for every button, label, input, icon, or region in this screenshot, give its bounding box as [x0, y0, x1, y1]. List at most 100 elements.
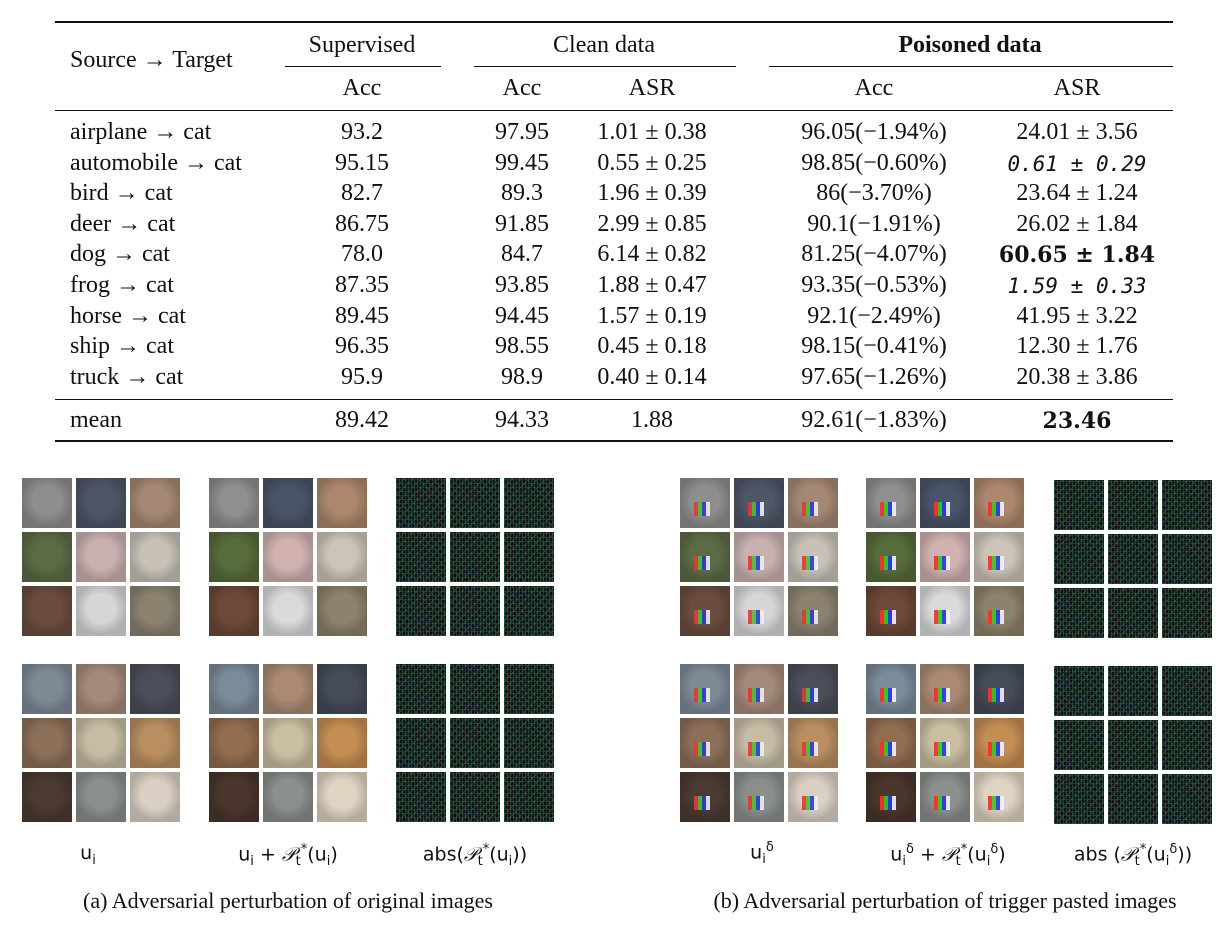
row-supervised: 95.15 — [335, 149, 389, 176]
row-poisoned-acc: 92.1(−2.49%) — [807, 302, 941, 329]
mean-poisoned-acc: 92.61(−1.83%) — [801, 407, 947, 433]
row-clean-acc: 93.85 — [495, 272, 549, 298]
header-poisoned-asr: ASR — [1053, 75, 1101, 101]
image-thumbnail — [22, 664, 72, 714]
image-thumbnail — [920, 718, 970, 768]
image-thumbnail — [76, 772, 126, 822]
perturbation-thumbnail — [396, 718, 446, 768]
perturbation-thumbnail — [1108, 774, 1158, 824]
image-thumbnail — [263, 586, 313, 636]
row-supervised: 95.9 — [341, 363, 383, 390]
clean-subrule — [474, 66, 736, 67]
row-poisoned-asr: 23.64 ± 1.24 — [1016, 180, 1138, 207]
row-poisoned-acc: 98.85(−0.60%) — [801, 149, 947, 176]
row-clean-acc: 99.45 — [495, 149, 549, 176]
perturbation-thumbnail — [1054, 666, 1104, 716]
perturbation-thumbnail — [504, 772, 554, 822]
image-thumbnail — [76, 478, 126, 528]
bottom-rule — [55, 440, 1173, 442]
label-abs-perturbation: abs(𝒫t*(ui)) — [422, 842, 528, 870]
image-thumbnail — [866, 586, 916, 636]
perturbation-thumbnail — [396, 532, 446, 582]
image-thumbnail — [317, 478, 367, 528]
row-supervised: 89.45 — [335, 302, 389, 329]
mean-clean-asr: 1.88 — [631, 407, 673, 433]
image-thumbnail — [209, 586, 259, 636]
image-thumbnail — [317, 532, 367, 582]
image-thumbnail — [920, 478, 970, 528]
row-name: ship → cat — [70, 333, 174, 360]
label-ui-plus-perturbation: ui + 𝒫t*(ui) — [238, 842, 338, 870]
row-clean-asr: 6.14 ± 0.82 — [597, 241, 707, 268]
row-clean-asr: 2.99 ± 0.85 — [597, 210, 707, 237]
image-thumbnail — [22, 532, 72, 582]
image-thumbnail — [76, 586, 126, 636]
image-thumbnail — [788, 718, 838, 768]
row-supervised: 96.35 — [335, 333, 389, 360]
perturbation-thumbnail — [504, 532, 554, 582]
perturbation-thumbnail — [1162, 534, 1212, 584]
image-thumbnail — [263, 478, 313, 528]
row-name: dog → cat — [70, 241, 170, 268]
image-thumbnail — [680, 664, 730, 714]
image-thumbnail — [734, 532, 784, 582]
image-thumbnail — [680, 772, 730, 822]
image-thumbnail — [76, 532, 126, 582]
perturbation-thumbnail — [396, 478, 446, 528]
perturbation-thumbnail — [1108, 480, 1158, 530]
row-poisoned-asr: 20.38 ± 3.86 — [1016, 363, 1138, 390]
perturbation-thumbnail — [450, 478, 500, 528]
perturbation-thumbnail — [1054, 480, 1104, 530]
image-thumbnail — [974, 532, 1024, 582]
header-poisoned-acc: Acc — [854, 75, 894, 101]
mean-supervised: 89.42 — [335, 407, 389, 433]
row-poisoned-acc: 97.65(−1.26%) — [801, 363, 947, 390]
perturbation-thumbnail — [504, 718, 554, 768]
image-thumbnail — [22, 718, 72, 768]
perturbation-thumbnail — [504, 664, 554, 714]
perturbation-thumbnail — [1108, 588, 1158, 638]
row-clean-asr: 1.57 ± 0.19 — [597, 302, 707, 329]
image-thumbnail — [866, 772, 916, 822]
image-thumbnail — [130, 478, 180, 528]
row-name: truck → cat — [70, 363, 184, 390]
row-name: automobile → cat — [70, 149, 242, 176]
perturbation-thumbnail — [1054, 534, 1104, 584]
image-thumbnail — [734, 664, 784, 714]
row-name: frog → cat — [70, 272, 174, 298]
row-name: deer → cat — [70, 210, 176, 237]
image-thumbnail — [920, 772, 970, 822]
row-supervised: 87.35 — [335, 272, 389, 298]
row-poisoned-acc: 81.25(−4.07%) — [801, 241, 947, 268]
image-thumbnail — [680, 586, 730, 636]
image-thumbnail — [974, 772, 1024, 822]
perturbation-thumbnail — [1054, 588, 1104, 638]
label-abs-perturbation-delta: abs (𝒫t*(uiδ)) — [1073, 842, 1193, 870]
row-supervised: 93.2 — [341, 119, 383, 145]
label-ui-delta-plus-perturbation: uiδ + 𝒫t*(uiδ) — [890, 842, 1006, 870]
header-supervised: Supervised — [308, 32, 416, 58]
image-thumbnail — [974, 664, 1024, 714]
mean-poisoned-asr: 23.46 — [1042, 408, 1112, 434]
image-thumbnail — [788, 532, 838, 582]
image-thumbnail — [920, 532, 970, 582]
image-thumbnail — [209, 664, 259, 714]
row-poisoned-asr: 60.65 ± 1.84 — [998, 242, 1156, 269]
row-clean-acc: 91.85 — [495, 210, 549, 237]
perturbation-thumbnail — [1054, 720, 1104, 770]
perturbation-thumbnail — [1162, 480, 1212, 530]
perturbation-thumbnail — [1162, 774, 1212, 824]
image-thumbnail — [734, 586, 784, 636]
row-clean-asr: 1.96 ± 0.39 — [597, 180, 707, 207]
header-clean-asr: ASR — [628, 75, 676, 101]
perturbation-thumbnail — [1108, 534, 1158, 584]
caption-a: (a) Adversarial perturbation of original… — [83, 888, 493, 913]
image-thumbnail — [974, 718, 1024, 768]
image-thumbnail — [130, 718, 180, 768]
image-thumbnail — [317, 586, 367, 636]
image-thumbnail — [209, 718, 259, 768]
row-clean-acc: 94.45 — [495, 302, 549, 329]
perturbation-thumbnail — [1162, 720, 1212, 770]
top-rule — [55, 21, 1173, 23]
row-name: bird → cat — [70, 180, 173, 207]
